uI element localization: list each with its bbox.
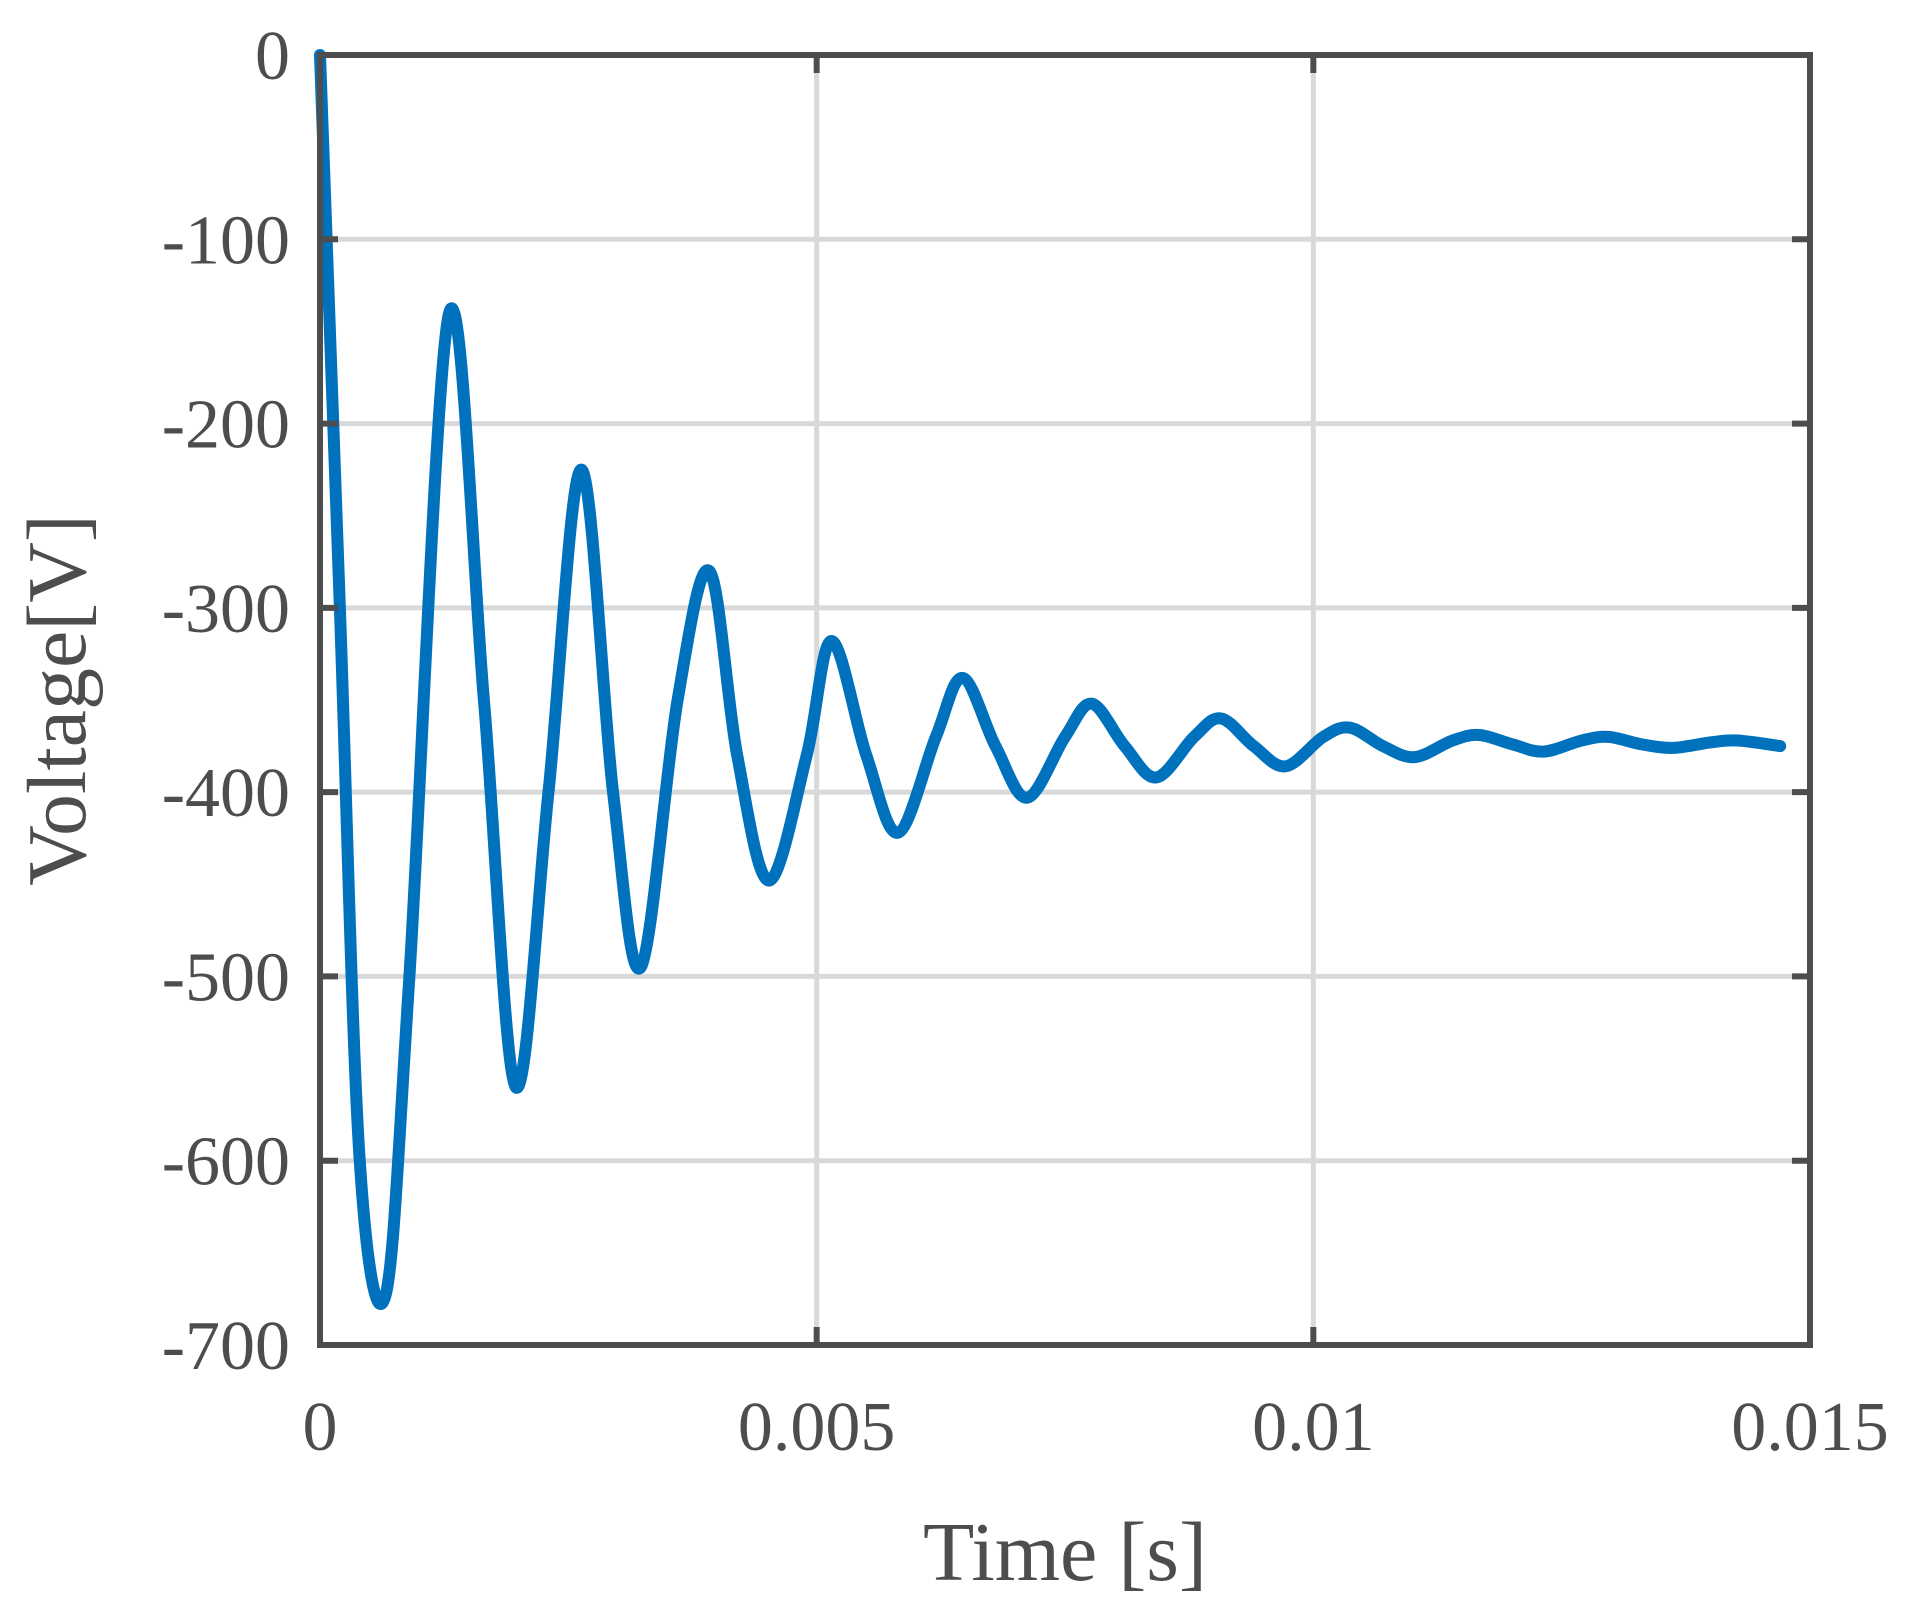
x-tick-labels: 0 0.005 0.01 0.015 — [303, 1389, 1889, 1466]
x-tick-label: 0.005 — [738, 1389, 896, 1466]
grid-lines — [320, 55, 1810, 1345]
y-axis-label: Voltage[V] — [11, 514, 104, 886]
x-axis-label: Time [s] — [923, 1506, 1207, 1599]
x-tick-label: 0 — [303, 1389, 338, 1466]
y-tick-label: -400 — [162, 755, 290, 832]
series-layer — [314, 49, 1787, 1311]
y-tick-label: -500 — [162, 939, 290, 1016]
y-tick-label: 0 — [255, 18, 290, 95]
y-tick-label: -700 — [162, 1308, 290, 1385]
y-tick-label: -200 — [162, 387, 290, 464]
ticks — [317, 52, 1813, 1348]
plot-area-frame — [317, 52, 1813, 1348]
x-tick-label: 0.015 — [1731, 1389, 1889, 1466]
y-tick-label: -100 — [162, 202, 290, 279]
y-tick-label: -600 — [162, 1124, 290, 1201]
series-line — [314, 49, 1787, 1311]
y-tick-label: -300 — [162, 571, 290, 648]
x-tick-label: 0.01 — [1252, 1389, 1375, 1466]
y-tick-labels: 0 -100 -200 -300 -400 -500 -600 -700 — [162, 18, 290, 1385]
